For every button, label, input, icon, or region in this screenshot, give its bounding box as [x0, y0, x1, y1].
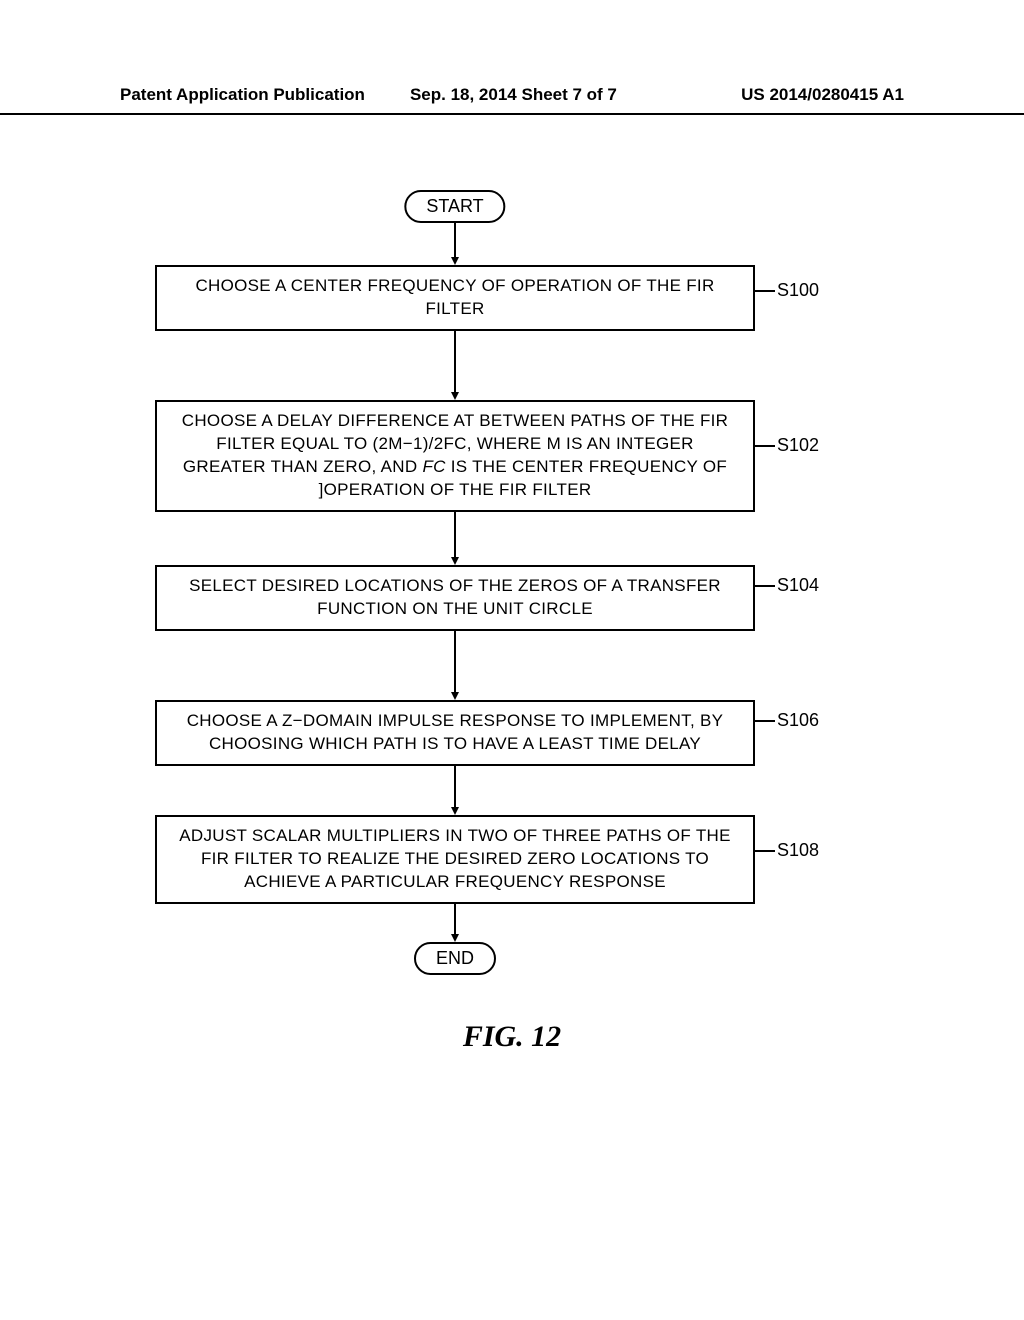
flowchart-start: START — [404, 190, 505, 223]
start-text: START — [426, 196, 483, 216]
header-left: Patent Application Publication — [120, 85, 365, 105]
process-s106: CHOOSE A Z−DOMAIN IMPULSE RESPONSE TO IM… — [155, 700, 755, 766]
label-s104-text: S104 — [777, 575, 819, 595]
patent-header: Patent Application Publication Sep. 18, … — [0, 85, 1024, 115]
label-s108-text: S108 — [777, 840, 819, 860]
process-s108: ADJUST SCALAR MULTIPLIERS IN TWO OF THRE… — [155, 815, 755, 904]
process-s100: CHOOSE A CENTER FREQUENCY OF OPERATION O… — [155, 265, 755, 331]
label-s106-text: S106 — [777, 710, 819, 730]
label-s104: S104 — [777, 575, 819, 596]
end-text: END — [436, 948, 474, 968]
label-s100: S100 — [777, 280, 819, 301]
process-s102-text: CHOOSE A DELAY DIFFERENCE AT BETWEEN PAT… — [173, 410, 737, 502]
label-s102-text: S102 — [777, 435, 819, 455]
label-s108: S108 — [777, 840, 819, 861]
process-s100-text: CHOOSE A CENTER FREQUENCY OF OPERATION O… — [173, 275, 737, 321]
label-s102: S102 — [777, 435, 819, 456]
label-s100-text: S100 — [777, 280, 819, 300]
label-s106: S106 — [777, 710, 819, 731]
flowchart-end: END — [414, 942, 496, 975]
process-s102: CHOOSE A DELAY DIFFERENCE AT BETWEEN PAT… — [155, 400, 755, 512]
header-right: US 2014/0280415 A1 — [741, 85, 904, 105]
flowchart-diagram: START CHOOSE A CENTER FREQUENCY OF OPERA… — [0, 190, 1024, 1090]
figure-caption: FIG. 12 — [463, 1020, 561, 1054]
header-center: Sep. 18, 2014 Sheet 7 of 7 — [365, 85, 741, 105]
process-s104-text: SELECT DESIRED LOCATIONS OF THE ZEROS OF… — [173, 575, 737, 621]
process-s106-text: CHOOSE A Z−DOMAIN IMPULSE RESPONSE TO IM… — [173, 710, 737, 756]
process-s104: SELECT DESIRED LOCATIONS OF THE ZEROS OF… — [155, 565, 755, 631]
process-s108-text: ADJUST SCALAR MULTIPLIERS IN TWO OF THRE… — [173, 825, 737, 894]
